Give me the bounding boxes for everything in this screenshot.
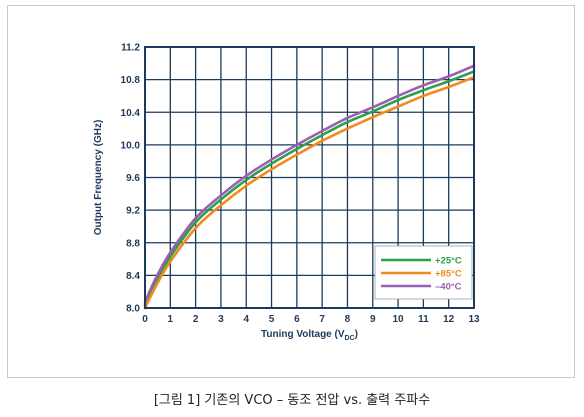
figure-frame <box>7 5 575 378</box>
series-line-2 <box>143 64 476 304</box>
y-tick-label-3: 9.2 <box>126 206 140 217</box>
series-line-1 <box>143 75 476 310</box>
x-tick-label-6: 6 <box>294 314 300 325</box>
figure-caption: [그림 1] 기존의 VCO – 동조 전압 vs. 출력 주파수 <box>153 393 431 408</box>
x-axis-label-subscript: DC <box>345 335 355 342</box>
legend-label-1: +85°C <box>435 269 462 280</box>
x-tick-labels: 0 1 2 3 4 5 6 7 8 9 10 11 12 13 <box>142 314 480 325</box>
legend-label-0: +25°C <box>435 256 462 267</box>
series-line-0 <box>143 70 476 307</box>
y-tick-label-2: 8.8 <box>126 238 140 249</box>
x-tick-label-12: 12 <box>443 314 455 325</box>
x-tick-label-5: 5 <box>269 314 275 325</box>
legend: +25°C +85°C –40°C <box>374 245 473 300</box>
x-axis-label: Tuning Voltage (VDC) <box>261 329 358 342</box>
y-tick-label-0: 8.0 <box>126 304 140 315</box>
x-tick-label-4: 4 <box>243 314 249 325</box>
y-tick-label-6: 10.4 <box>121 108 141 119</box>
x-tick-label-11: 11 <box>418 314 429 325</box>
x-tick-label-13: 13 <box>468 314 480 325</box>
x-tick-label-2: 2 <box>193 314 199 325</box>
y-tick-label-4: 9.6 <box>126 173 140 184</box>
x-tick-label-3: 3 <box>218 314 224 325</box>
y-tick-label-5: 10.0 <box>121 140 141 151</box>
x-tick-label-8: 8 <box>345 314 351 325</box>
x-tick-label-9: 9 <box>370 314 376 325</box>
plot-border <box>144 46 475 309</box>
y-tick-label-7: 10.8 <box>121 75 141 86</box>
x-tick-label-1: 1 <box>168 314 174 325</box>
x-tick-label-0: 0 <box>142 314 148 325</box>
y-tick-label-8: 11.2 <box>121 43 140 54</box>
y-tick-label-1: 8.4 <box>126 271 140 282</box>
y-tick-labels: 8.0 8.4 8.8 9.2 9.6 10.0 10.4 10.8 11.2 <box>121 43 141 315</box>
legend-label-2: –40°C <box>435 282 462 293</box>
x-tick-label-7: 7 <box>319 314 325 325</box>
x-tick-label-10: 10 <box>393 314 405 325</box>
series-lines <box>143 64 476 310</box>
y-axis-label: Output Frequency (GHz) <box>93 120 104 236</box>
